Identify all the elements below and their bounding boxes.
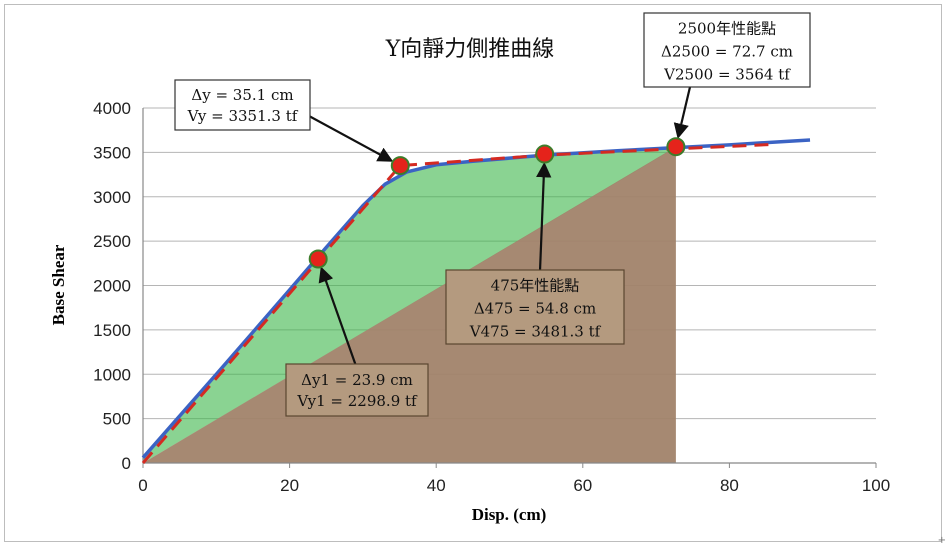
y-tick-label: 4000: [93, 99, 131, 118]
annotation-arrow: [297, 109, 394, 162]
annotation-arrows: [297, 86, 692, 367]
chart-title: Y向靜力側推曲線: [385, 37, 555, 62]
annotation-rect: [445, 269, 625, 345]
annotation-arrow: [318, 266, 358, 367]
tick-labels: 0 500 1000 1500 2000 2500 3000 3500 4000 0 20 40 60 8…: [93, 99, 890, 495]
y-tick-label: 1500: [93, 321, 131, 340]
annotation-line: Δ475 = 54.8 cm: [474, 300, 596, 318]
annotation-line: V2500 = 3564 tf: [663, 66, 791, 84]
y-tick-label: 2500: [93, 232, 131, 251]
annotation-line: Δy1 = 23.9 cm: [301, 371, 413, 389]
brown-region: [143, 146, 676, 463]
y-tick-label: 3000: [93, 188, 131, 207]
annotation-line: V475 = 3481.3 tf: [469, 323, 602, 341]
corner-mark: +: [937, 535, 946, 546]
performance-point: [666, 137, 686, 157]
annotation-line: Δy = 35.1 cm: [191, 86, 293, 104]
performance-point: [535, 144, 555, 164]
y-tick-label: 2000: [93, 277, 131, 296]
x-tick-label: 40: [427, 476, 446, 495]
x-tick-label: 100: [862, 476, 890, 495]
y-tick-label: 1000: [93, 365, 131, 384]
annotation-rect: [643, 12, 811, 88]
x-tick-label: 80: [720, 476, 739, 495]
performance-point: [390, 156, 410, 176]
annotation-arrow: [536, 161, 552, 272]
annotation-arrow: [673, 86, 692, 139]
annotation-line: 475年性能點: [491, 277, 580, 295]
x-tick-label: 20: [280, 476, 299, 495]
y-axis-title: Base Shear: [49, 244, 68, 325]
x-tick-label: 0: [138, 476, 147, 495]
annotation-rect: [285, 363, 429, 417]
x-tick-label: 60: [573, 476, 592, 495]
y-tick-label: 500: [103, 410, 131, 429]
y-tick-label: 0: [122, 454, 131, 473]
annotation-line: Vy1 = 2298.9 tf: [296, 392, 418, 410]
axes: [142, 108, 877, 468]
annotation-rect: [174, 79, 311, 131]
annotation-box: Δy1 = 23.9 cm Vy1 = 2298.9 tf: [285, 363, 429, 417]
annotation-box: 475年性能點 Δ475 = 54.8 cm V475 = 3481.3 tf: [445, 269, 625, 345]
performance-points: [308, 137, 686, 269]
annotation-line: Δ2500 = 72.7 cm: [661, 43, 793, 61]
performance-point: [308, 249, 328, 269]
annotation-box: Δy = 35.1 cm Vy = 3351.3 tf: [174, 79, 311, 131]
annotation-line: 2500年性能點: [678, 20, 776, 38]
annotation-box: 2500年性能點 Δ2500 = 72.7 cm V2500 = 3564 tf: [643, 12, 811, 88]
annotation-line: Vy = 3351.3 tf: [187, 107, 299, 125]
annotations: Δy = 35.1 cm Vy = 3351.3 tf 2500年性能點 Δ2500 …: [174, 12, 811, 417]
x-axis-title: Disp. (cm): [472, 505, 547, 524]
y-tick-label: 3500: [93, 143, 131, 162]
